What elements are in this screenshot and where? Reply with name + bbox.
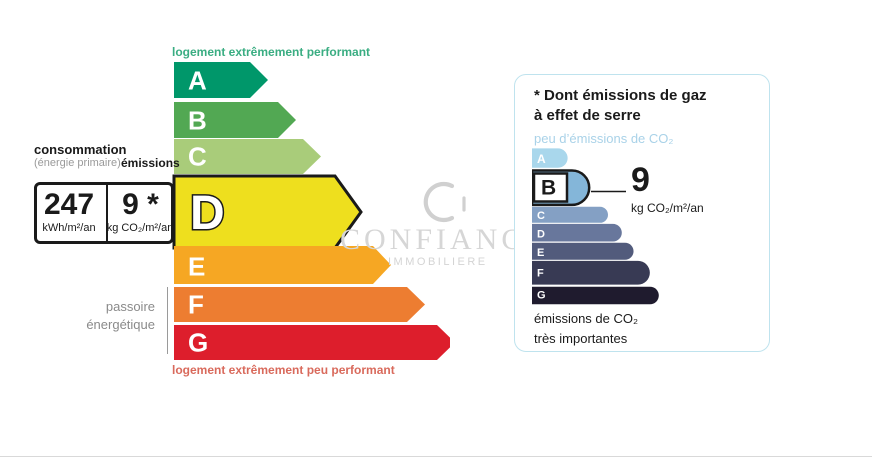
svg-text:A: A bbox=[188, 66, 207, 96]
svg-text:E: E bbox=[537, 247, 544, 259]
svg-text:D: D bbox=[537, 229, 545, 241]
svg-text:D: D bbox=[190, 187, 225, 240]
svg-text:C: C bbox=[537, 210, 545, 222]
svg-text:F: F bbox=[188, 290, 204, 320]
svg-text:F: F bbox=[537, 268, 544, 280]
svg-text:G: G bbox=[188, 328, 208, 358]
svg-text:B: B bbox=[541, 177, 556, 200]
svg-text:E: E bbox=[188, 252, 205, 282]
svg-text:A: A bbox=[537, 152, 546, 166]
svg-text:B: B bbox=[188, 106, 207, 136]
svg-text:G: G bbox=[537, 289, 546, 301]
